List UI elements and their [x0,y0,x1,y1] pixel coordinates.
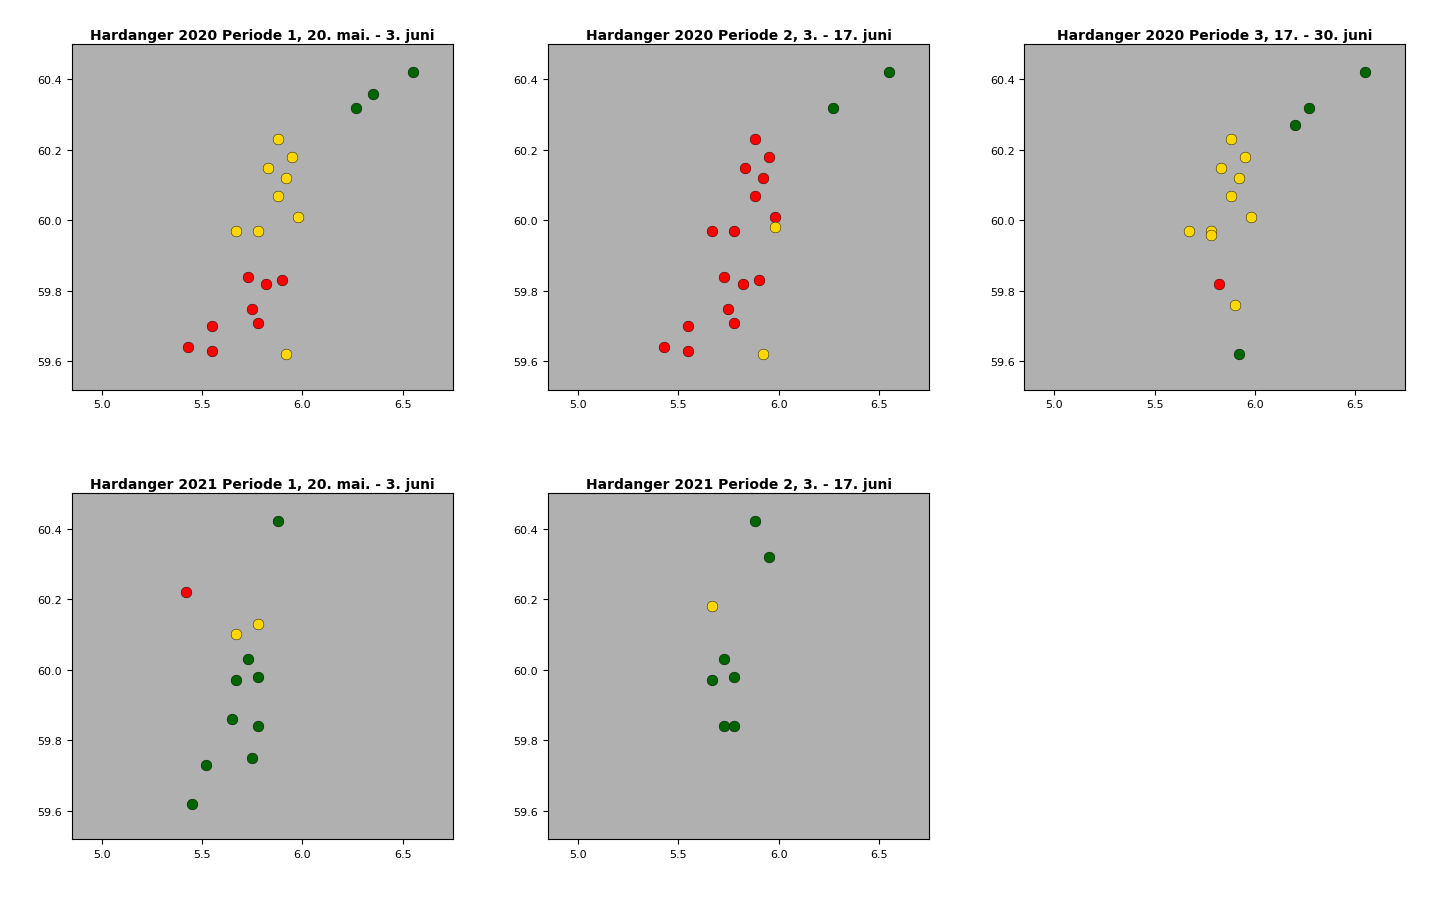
Point [176,341,199,355]
Point [1228,348,1250,363]
Point [723,316,746,330]
Point [723,669,746,684]
Point [1209,161,1232,176]
Point [201,345,224,359]
Title: Hardanger 2021 Periode 1, 20. mai. - 3. juni: Hardanger 2021 Periode 1, 20. mai. - 3. … [90,477,435,492]
Point [713,271,736,285]
Point [275,171,298,186]
Point [751,171,774,186]
Point [743,515,766,529]
Point [225,225,248,239]
Title: Hardanger 2020 Periode 1, 20. mai. - 3. juni: Hardanger 2020 Periode 1, 20. mai. - 3. … [90,29,435,42]
Point [723,719,746,733]
Point [757,550,780,565]
Point [1223,299,1246,313]
Point [1233,151,1256,165]
Point [1177,225,1200,239]
Point [195,758,218,772]
Point [701,225,724,239]
Point [181,796,204,811]
Point [747,274,770,289]
Point [346,101,369,115]
Point [652,341,675,355]
Point [1219,133,1242,147]
Title: Hardanger 2020 Periode 2, 3. - 17. juni: Hardanger 2020 Periode 2, 3. - 17. juni [585,29,892,42]
Point [1354,66,1377,80]
Point [255,277,278,291]
Point [757,151,780,165]
Point [1199,228,1222,243]
Point [878,66,901,80]
Point [1239,210,1262,225]
Title: Hardanger 2021 Periode 2, 3. - 17. juni: Hardanger 2021 Periode 2, 3. - 17. juni [585,477,892,492]
Point [271,274,294,289]
Point [241,750,264,765]
Point [257,161,280,176]
Point [677,345,700,359]
Point [717,302,740,317]
Point [247,719,270,733]
Point [175,585,198,600]
Point [1207,277,1230,291]
Point [287,210,310,225]
Point [201,319,224,334]
Point [267,515,290,529]
Point [1219,189,1242,204]
Point [247,316,270,330]
Point [1228,171,1250,186]
Point [701,673,724,687]
Point [241,302,264,317]
Point [743,189,766,204]
Point [237,652,260,667]
Point [733,161,756,176]
Point [281,151,304,165]
Point [275,348,298,363]
Point [361,87,384,102]
Point [751,348,774,363]
Point [402,66,424,80]
Point [267,133,290,147]
Point [763,221,786,235]
Point [1298,101,1321,115]
Point [1199,225,1222,239]
Point [743,133,766,147]
Point [731,277,754,291]
Point [1283,119,1306,133]
Point [701,599,724,613]
Point [225,628,248,642]
Point [247,617,270,631]
Point [267,189,290,204]
Point [221,712,244,726]
Point [763,210,786,225]
Point [247,669,270,684]
Point [237,271,260,285]
Point [723,225,746,239]
Point [713,719,736,733]
Point [822,101,845,115]
Point [677,319,700,334]
Point [713,652,736,667]
Point [225,673,248,687]
Title: Hardanger 2020 Periode 3, 17. - 30. juni: Hardanger 2020 Periode 3, 17. - 30. juni [1057,29,1372,42]
Point [247,225,270,239]
